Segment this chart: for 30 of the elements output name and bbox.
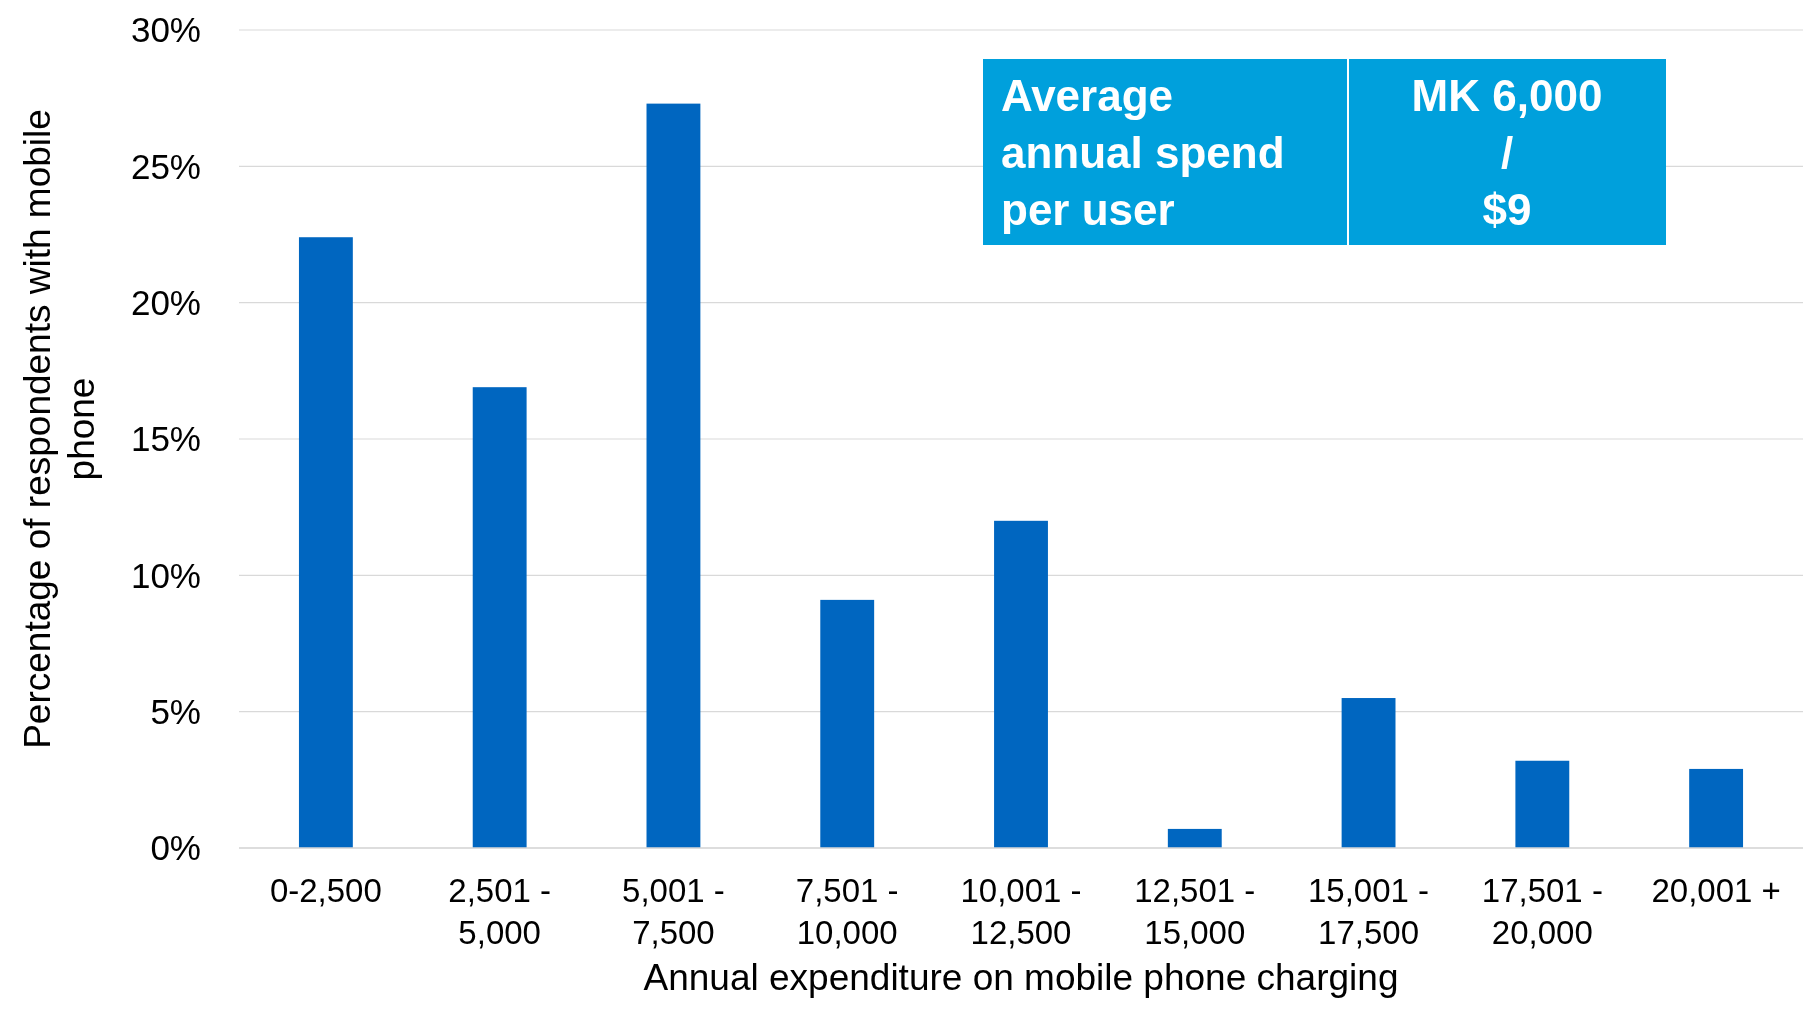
x-tick-label: 2,501 - 5,000 [448,872,552,951]
x-tick-label: 7,501 - 10,000 [795,872,899,951]
bar [1167,828,1222,848]
annotation: MK 6,000 / $9 [1411,71,1603,234]
x-tick-label: 17,501 - 20,000 [1481,872,1603,951]
bar [472,387,527,848]
y-tick-label: 15% [130,419,201,459]
bar [646,103,701,848]
bar [1515,760,1570,848]
y-tick-label: 30% [130,10,201,50]
info-box: Average annual spend per user MK 6,000 / $9 [983,58,1666,246]
bar [1689,768,1744,848]
x-tick-label: 15,001 - 17,500 [1308,872,1430,951]
y-axis-title: Percentage of respondents with mobile phone [17,109,102,749]
x-tick-label: 12,501 - 15,000 [1134,872,1256,951]
y-tick-label: 25% [130,146,201,186]
x-tick-label: 20,001 + [1651,872,1781,909]
bar [298,237,353,848]
y-tick-label: 10% [130,555,201,595]
x-tick-label: 10,001 - 12,500 [960,872,1082,951]
y-tick-label: 20% [130,282,201,322]
x-tick-label: 0-2,500 [269,872,382,909]
y-tick-label: 0% [150,828,201,868]
x-tick-label: 5,001 - 7,500 [622,872,725,951]
annotation: Average annual spend per user [1001,71,1285,234]
bar [1341,698,1396,848]
x-axis-title: Annual expenditure on mobile phone charging [643,957,1399,998]
y-tick-label: 5% [150,691,201,731]
bar [820,599,875,848]
bar [994,520,1048,848]
